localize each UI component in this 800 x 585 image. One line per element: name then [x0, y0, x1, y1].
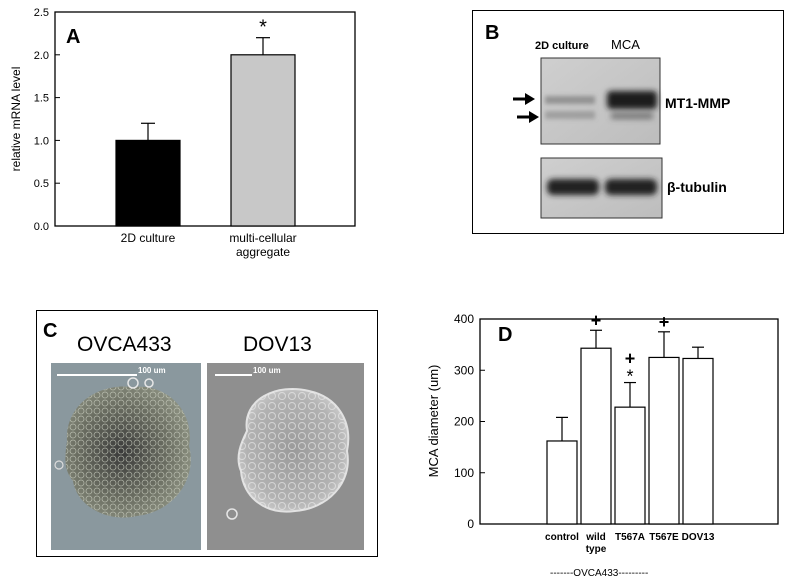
bar: [580, 347, 612, 525]
arrow-icon: [513, 93, 535, 105]
y-tick-label: 1.0: [34, 135, 49, 147]
x-tick-label: type: [586, 544, 607, 555]
micrograph-ovca433: [51, 363, 201, 550]
scale-bar-label-dov13: 100 um: [253, 366, 281, 375]
chart-d: D MCA diameter (um) -------OVCA433------…: [426, 310, 779, 579]
bar: [648, 356, 680, 525]
micrograph-dov13: [207, 363, 364, 550]
bar: [115, 139, 181, 227]
significance-plus: +: [591, 310, 602, 330]
x-tick-label: 2D culture: [121, 231, 176, 245]
western-blot: B 2D culture MCA MT1-MMP β-tubulin: [485, 22, 730, 219]
significance-plus: +: [625, 349, 636, 369]
y-tick-label: 0.5: [34, 178, 49, 190]
y-tick-label: 2.0: [34, 50, 49, 62]
lane-label-2d: 2D culture: [535, 40, 589, 52]
group-label-ovca433: -------OVCA433---------: [550, 568, 648, 579]
bar: [546, 440, 578, 525]
significance-plus: +: [659, 312, 670, 332]
significance-asterisk: *: [259, 17, 267, 39]
y-tick-label: 200: [454, 415, 474, 429]
significance-asterisk: *: [626, 367, 633, 387]
bar: [614, 406, 646, 525]
micrograph-title-ovca433: OVCA433: [77, 333, 172, 356]
y-tick-label: 400: [454, 312, 474, 326]
y-tick-label: 2.5: [34, 7, 49, 19]
chart-a-ylabel: relative mRNA level: [9, 67, 23, 172]
x-tick-label: DOV13: [682, 532, 715, 543]
y-tick-label: 0.0: [34, 221, 49, 233]
y-tick-label: 100: [454, 466, 474, 480]
x-tick-label: multi-cellular: [229, 231, 296, 245]
chart-a: A relative mRNA level 0.0 0.5 1.0 1.5 2.0 2.5…: [9, 7, 356, 259]
lane-label-mca: MCA: [611, 37, 640, 52]
micrograph-title-dov13: DOV13: [243, 333, 312, 356]
panel-d: D MCA diameter (um) -------OVCA433------…: [400, 300, 800, 580]
x-tick-label: control: [545, 532, 579, 543]
x-tick-label: aggregate: [236, 245, 290, 259]
x-tick-label: wild: [585, 532, 605, 543]
chart-d-ylabel: MCA diameter (um): [426, 365, 441, 478]
x-tick-label: T567A: [615, 532, 645, 543]
panel-b-letter: B: [485, 22, 499, 44]
band-label-mt1mmp: MT1-MMP: [665, 95, 730, 111]
x-tick-label: T567E: [649, 532, 679, 543]
panel-a: A relative mRNA level 0.0 0.5 1.0 1.5 2.0 2.5…: [0, 0, 400, 280]
bar: [230, 54, 296, 227]
panel-b: B 2D culture MCA MT1-MMP β-tubulin: [472, 10, 784, 234]
panel-c: C OVCA433 DOV13 100 um 100 um: [36, 310, 378, 557]
band-label-tubulin: β-tubulin: [667, 179, 727, 195]
micrographs: C OVCA433 DOV13 100 um 100 um: [43, 320, 364, 550]
panel-a-letter: A: [66, 26, 80, 48]
panel-d-letter: D: [498, 324, 512, 346]
y-tick-label: 300: [454, 363, 474, 377]
panel-c-letter: C: [43, 320, 57, 342]
scale-bar-label-ovca433: 100 um: [138, 366, 166, 375]
y-tick-label: 1.5: [34, 93, 49, 105]
bar: [682, 357, 714, 525]
arrow-icon: [517, 111, 539, 123]
chart-a-frame: [54, 11, 356, 227]
y-tick-label: 0: [467, 517, 474, 531]
